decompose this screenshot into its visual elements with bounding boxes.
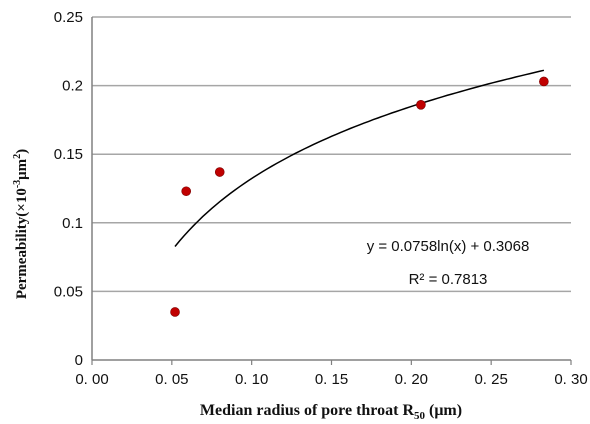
x-tick-label: 0. 00 — [75, 371, 108, 388]
x-tick-label: 0. 15 — [315, 371, 348, 388]
grid-lines — [92, 16, 571, 293]
axes — [91, 17, 571, 361]
x-axis-ticks: 0. 00 0. 05 0. 10 0. 15 0. 20 0. 25 0. 30 — [75, 360, 588, 388]
data-point — [539, 76, 549, 87]
data-point — [181, 186, 192, 197]
trendline-equation: y = 0.0758ln(x) + 0.3068 — [367, 238, 530, 255]
trendline — [174, 69, 545, 247]
trendline-r-squared: R² = 0.7813 — [409, 271, 488, 288]
x-axis-label: Median radius of pore throat R50 (μm) — [200, 402, 462, 422]
data-point — [214, 167, 225, 177]
x-tick-label: 0. 10 — [235, 371, 268, 388]
y-axis-ticks: 0 0.05 0.1 0.15 0.2 0.25 — [54, 9, 83, 369]
y-axis-label-sup2: 2 — [12, 154, 23, 159]
y-tick-label: 0.2 — [62, 78, 83, 95]
y-axis-label: Permeability(×10-3μm2) — [12, 149, 30, 299]
x-tick-label: 0. 30 — [554, 371, 587, 388]
data-points — [170, 76, 549, 317]
x-axis-label-sub: 50 — [414, 410, 426, 422]
y-tick-label: 0.1 — [62, 215, 83, 232]
trendline-group — [174, 69, 545, 247]
y-tick-label: 0.25 — [54, 9, 83, 26]
x-tick-label: 0. 20 — [395, 371, 428, 388]
y-axis-label-text: Permeability(×10 — [14, 188, 30, 299]
y-axis-label-end: ) — [14, 149, 30, 154]
x-tick-label: 0. 25 — [474, 371, 507, 388]
x-tick-label: 0. 05 — [155, 371, 188, 388]
data-point — [416, 100, 426, 110]
y-tick-label: 0.05 — [54, 283, 83, 300]
data-point — [170, 307, 180, 317]
y-tick-label: 0 — [75, 352, 83, 369]
y-axis-label-sup1: -3 — [12, 180, 23, 188]
y-axis-label-mid: μm — [14, 158, 30, 180]
x-axis-label-unit: (μm) — [425, 402, 462, 419]
y-tick-label: 0.15 — [54, 146, 83, 163]
x-axis-label-text: Median radius of pore throat R — [200, 402, 415, 419]
